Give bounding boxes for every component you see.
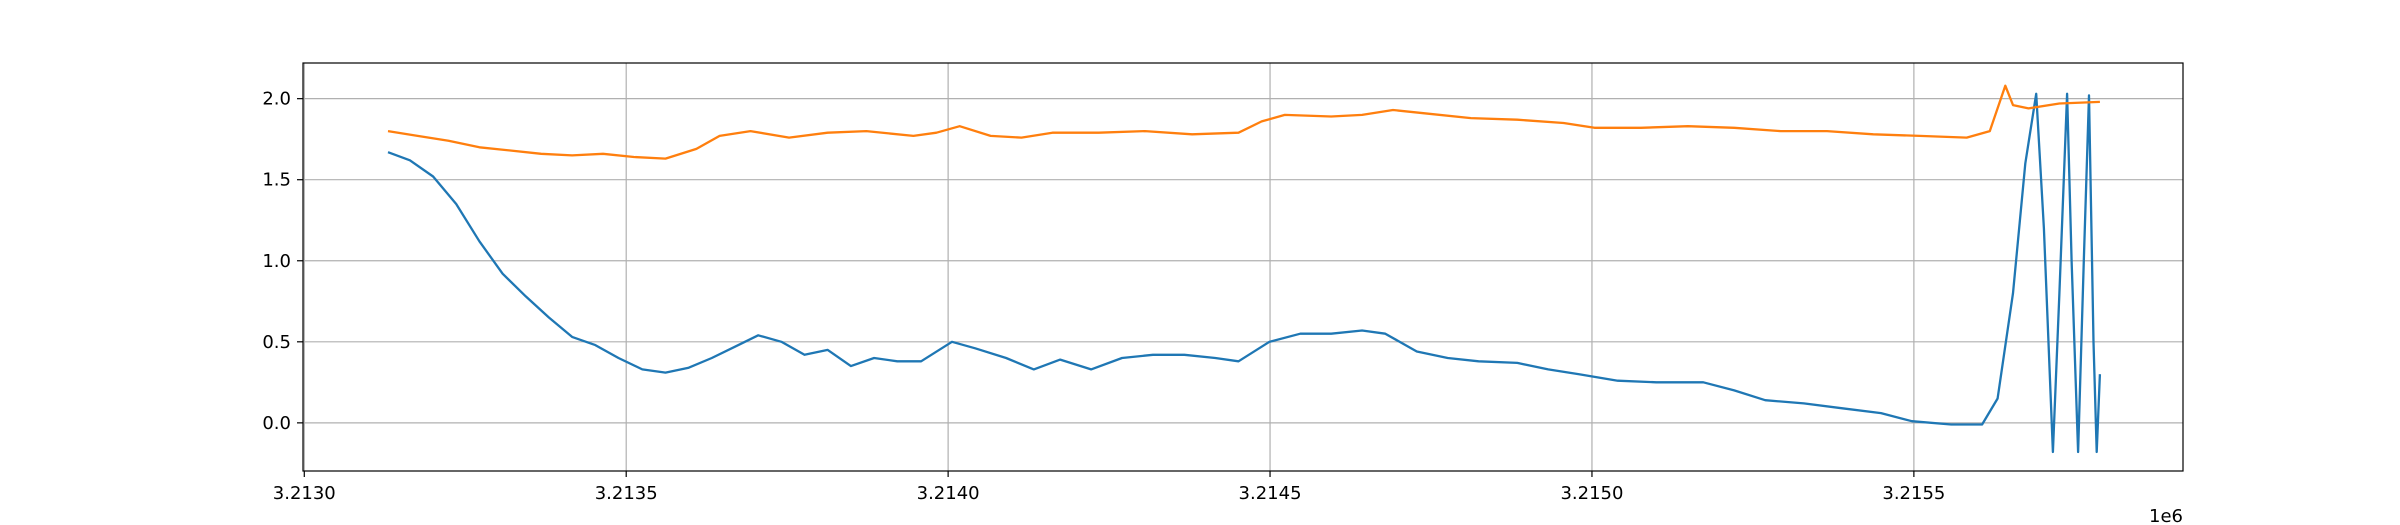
plot-frame — [302, 62, 2184, 472]
x-tick-label: 3.2135 — [595, 483, 658, 504]
x-tick-label: 3.2130 — [273, 483, 336, 504]
y-tick-label: 2.0 — [262, 89, 291, 110]
data-line — [387, 84, 2100, 160]
y-tick-label: 1.0 — [262, 251, 291, 272]
y-tick-label: 1.5 — [262, 170, 291, 191]
y-tick-label: 0.5 — [262, 332, 291, 353]
y-tick-label: 0.0 — [262, 413, 291, 434]
x-tick-label: 3.2155 — [1882, 483, 1945, 504]
x-tick-label: 3.2150 — [1560, 483, 1623, 504]
data-line — [387, 92, 2102, 454]
x-tick-label: 3.2145 — [1239, 483, 1302, 504]
x-offset-label: 1e6 — [2149, 506, 2183, 525]
x-tick-label: 3.2140 — [917, 483, 980, 504]
